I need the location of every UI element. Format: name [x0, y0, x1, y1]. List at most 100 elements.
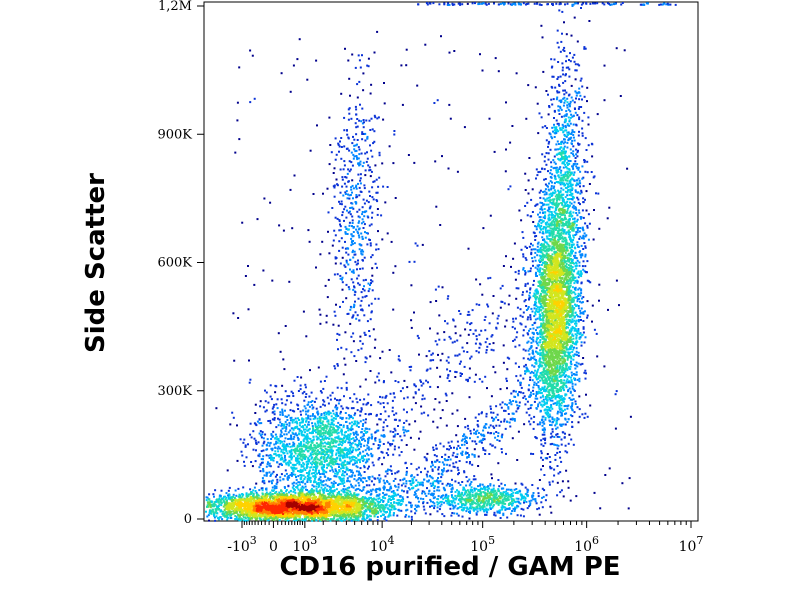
event-dot — [344, 331, 347, 334]
event-dot — [547, 315, 550, 318]
event-dot — [567, 172, 569, 175]
event-dot — [568, 205, 571, 208]
event-dot — [562, 224, 565, 227]
event-dot — [576, 365, 579, 368]
event-dot — [561, 312, 564, 315]
event-dot — [565, 158, 568, 161]
event-dot — [553, 263, 556, 266]
event-dot — [542, 437, 545, 440]
event-dot — [565, 469, 568, 472]
event-dot — [577, 166, 580, 169]
event-dot — [551, 173, 554, 176]
event-dot — [545, 261, 547, 264]
event-dot — [575, 371, 578, 374]
event-dot — [559, 166, 562, 169]
event-dot — [584, 222, 587, 225]
event-dot — [549, 399, 552, 402]
event-dot — [559, 284, 562, 287]
event-dot — [325, 314, 328, 317]
event-dot — [351, 251, 354, 254]
event-dot — [569, 238, 572, 241]
event-dot — [535, 338, 538, 341]
event-dot — [534, 376, 537, 379]
event-dot — [368, 119, 371, 122]
event-dot — [578, 293, 581, 296]
event-dot — [543, 367, 546, 370]
event-dot — [570, 379, 573, 382]
event-dot — [315, 442, 318, 445]
event-dot — [336, 462, 339, 465]
event-dot — [350, 186, 353, 189]
event-dot — [343, 264, 346, 267]
event-dot — [549, 176, 552, 178]
event-dot — [550, 276, 553, 279]
event-dot — [557, 224, 560, 227]
event-dot — [553, 321, 556, 324]
event-dot — [568, 287, 570, 290]
event-dot — [569, 191, 572, 193]
event-dot — [580, 297, 583, 300]
event-dot — [341, 211, 344, 214]
event-dot — [555, 166, 558, 169]
event-dot — [370, 149, 373, 152]
event-dot — [527, 349, 530, 352]
event-dot — [533, 256, 536, 259]
event-dot — [585, 234, 588, 237]
event-dot — [539, 303, 542, 306]
event-dot — [530, 341, 533, 344]
event-dot — [359, 243, 362, 246]
event-dot — [583, 95, 586, 98]
event-dot — [528, 358, 531, 361]
event-dot — [542, 349, 544, 352]
event-dot — [535, 407, 538, 410]
event-dot — [559, 282, 562, 285]
event-dot — [558, 85, 561, 87]
event-dot — [548, 106, 551, 109]
event-dot — [577, 330, 580, 333]
event-dot — [538, 423, 541, 426]
event-dot — [530, 356, 533, 359]
event-dot — [567, 299, 570, 302]
event-dot — [575, 495, 578, 498]
event-dot — [350, 446, 353, 449]
event-dot — [260, 458, 263, 461]
event-dot — [560, 438, 563, 441]
event-dot — [550, 255, 553, 258]
event-dot — [568, 59, 570, 61]
event-dot — [585, 149, 588, 151]
event-dot — [553, 244, 556, 247]
event-dot — [349, 194, 352, 196]
event-dot — [358, 119, 361, 122]
event-dot — [354, 144, 357, 147]
event-dot — [564, 80, 567, 83]
event-dot — [542, 70, 545, 73]
event-dot — [569, 225, 572, 228]
event-dot — [400, 439, 403, 442]
event-dot — [553, 375, 556, 378]
event-dot — [568, 257, 571, 260]
event-dot — [561, 253, 564, 256]
event-dot — [552, 307, 555, 310]
event-dot — [558, 291, 561, 294]
event-dot — [351, 243, 354, 245]
event-dot — [270, 398, 273, 401]
event-dot — [548, 408, 551, 411]
event-dot — [561, 202, 563, 205]
event-dot — [558, 347, 561, 350]
event-dot — [577, 362, 580, 365]
event-dot — [558, 349, 561, 352]
event-dot — [350, 270, 353, 273]
event-dot — [541, 300, 544, 303]
event-dot — [553, 182, 556, 185]
event-dot — [554, 214, 556, 217]
event-dot — [563, 383, 565, 386]
event-dot — [577, 201, 580, 204]
event-dot — [566, 191, 569, 194]
event-dot — [365, 210, 368, 213]
event-dot — [369, 144, 371, 147]
event-dot — [556, 379, 559, 382]
event-dot — [346, 197, 349, 200]
event-dot — [533, 322, 536, 325]
event-dot — [577, 319, 580, 321]
event-dot — [348, 112, 351, 115]
